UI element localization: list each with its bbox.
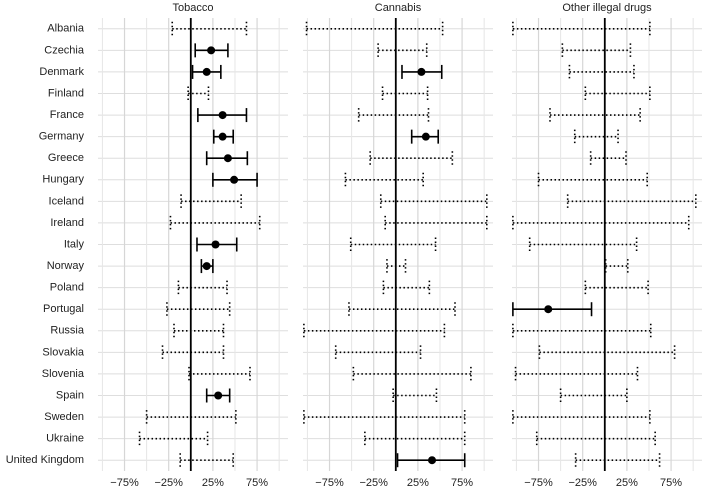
estimate-point <box>211 240 220 249</box>
x-tick-label: 25% <box>407 477 429 488</box>
y-tick-label: Norway <box>47 260 85 272</box>
estimate-point <box>417 67 426 76</box>
estimate-point <box>544 305 553 314</box>
y-tick-label: Ukraine <box>46 433 84 445</box>
x-tick-label: 75% <box>451 477 473 488</box>
estimate-point <box>202 262 211 271</box>
y-tick-label: France <box>50 109 84 121</box>
x-tick-label: −25% <box>568 477 597 488</box>
estimate-point <box>428 456 437 465</box>
estimate-point <box>421 132 430 141</box>
estimate-point <box>214 391 223 400</box>
y-tick-label: Sweden <box>44 411 84 423</box>
x-tick-label: −25% <box>359 477 388 488</box>
x-tick-label: −75% <box>110 477 139 488</box>
x-tick-label: −75% <box>524 477 553 488</box>
y-tick-label: Greece <box>48 152 84 164</box>
y-tick-label: Finland <box>48 87 84 99</box>
estimate-point <box>207 46 216 55</box>
estimate-point <box>202 67 211 76</box>
x-tick-label: 25% <box>616 477 638 488</box>
y-tick-label: Iceland <box>49 195 84 207</box>
y-tick-label: Portugal <box>43 303 84 315</box>
y-tick-label: Poland <box>50 282 84 294</box>
x-tick-label: 75% <box>246 477 268 488</box>
y-tick-label: Ireland <box>50 217 84 229</box>
y-tick-label: Hungary <box>42 174 84 186</box>
y-tick-label: Spain <box>56 389 84 401</box>
y-tick-label: Russia <box>50 325 85 337</box>
x-tick-label: −25% <box>154 477 183 488</box>
y-tick-label: United Kingdom <box>6 454 84 466</box>
y-tick-label: Czechia <box>44 44 85 56</box>
panel-title: Tobacco <box>173 2 214 14</box>
y-tick-label: Denmark <box>39 66 84 78</box>
estimate-point <box>218 132 227 141</box>
estimate-point <box>230 175 239 184</box>
y-tick-label: Albania <box>47 23 85 35</box>
y-tick-label: Slovenia <box>42 368 85 380</box>
y-tick-label: Italy <box>64 238 85 250</box>
x-tick-label: 75% <box>660 477 682 488</box>
y-tick-label: Germany <box>39 131 85 143</box>
x-tick-label: 25% <box>202 477 224 488</box>
estimate-point <box>218 111 227 120</box>
estimate-point <box>223 154 232 163</box>
x-tick-label: −75% <box>315 477 344 488</box>
y-tick-label: Slovakia <box>42 346 84 358</box>
panel-title: Other illegal drugs <box>562 2 652 14</box>
panel-title: Cannabis <box>375 2 422 14</box>
